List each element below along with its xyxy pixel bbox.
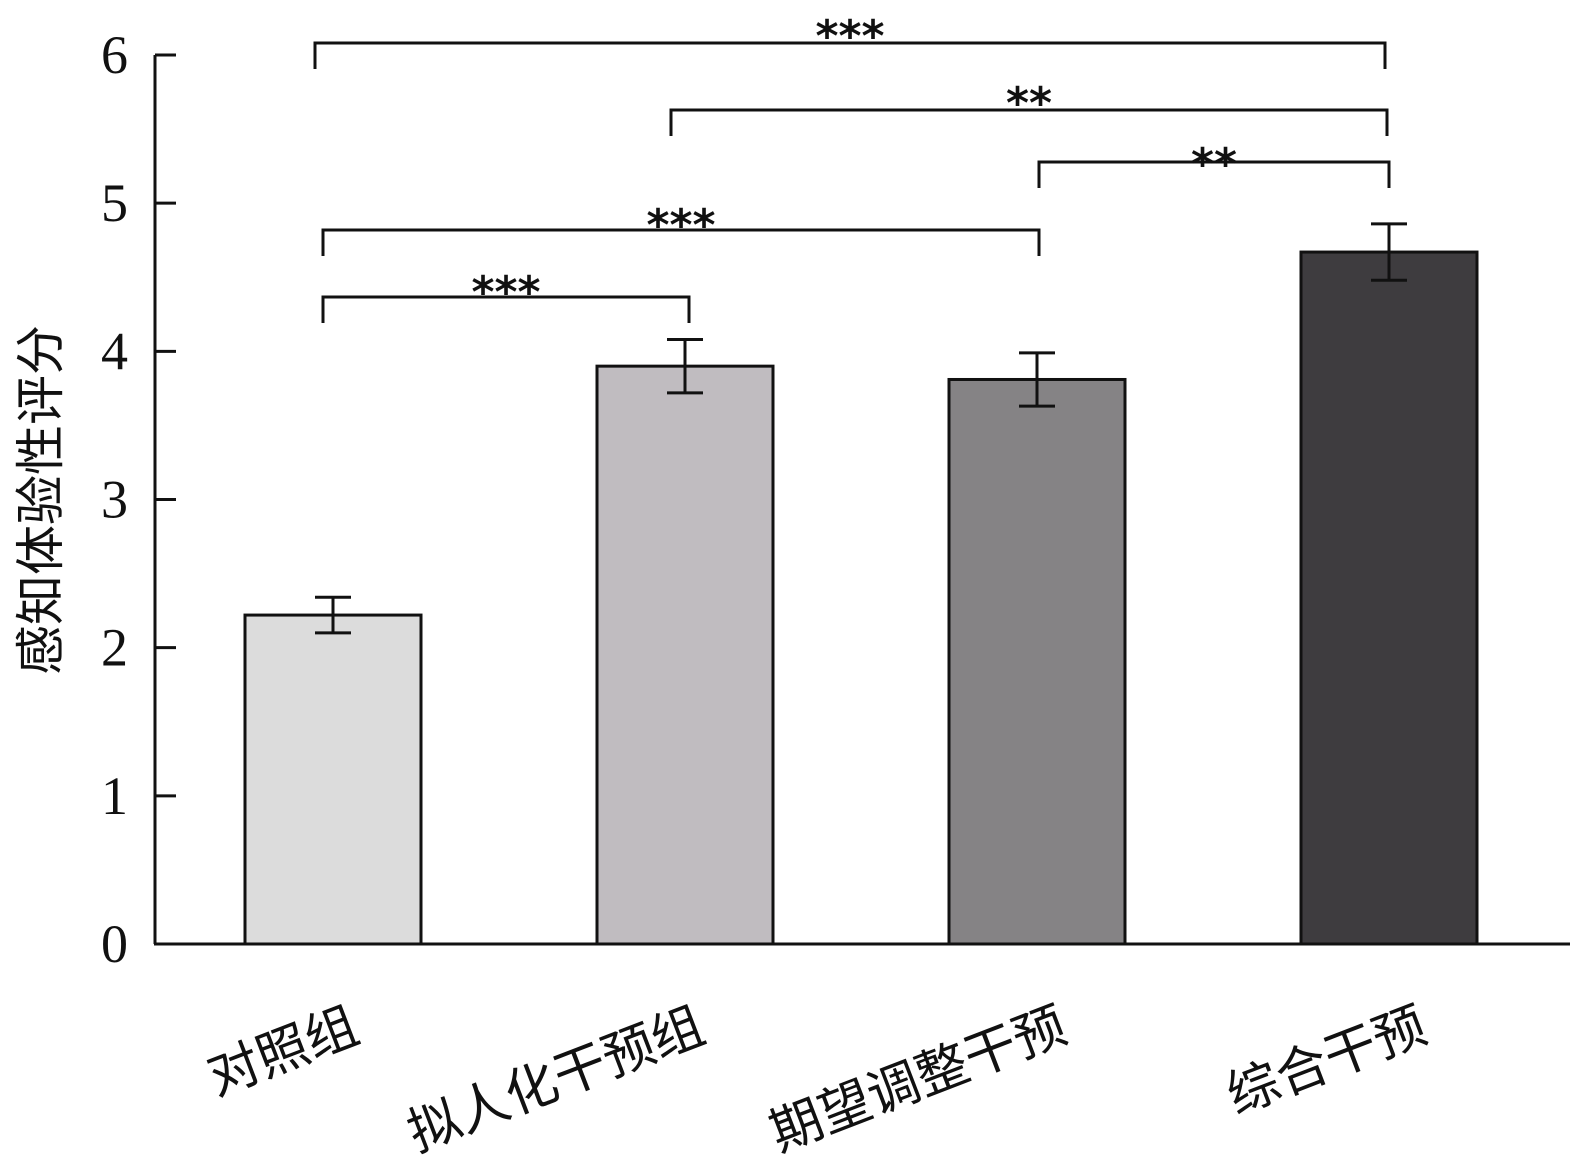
error-bar-1: [315, 595, 351, 635]
bars-layer: [243, 250, 1479, 946]
significance-bracket-line: [321, 295, 691, 323]
significance-label: ***: [471, 267, 540, 318]
y-ticks-layer: 0 1 2 3 4 5 6: [101, 25, 176, 974]
x-category-label: 综合干预: [1219, 996, 1435, 1127]
significance-label: **: [1006, 78, 1052, 129]
bar-3: [947, 377, 1127, 946]
significance-label: ***: [646, 200, 715, 251]
y-tick-label: 0: [101, 914, 128, 974]
error-bar-3: [1019, 351, 1055, 408]
error-bar-2: [667, 337, 703, 395]
significance-bracket-5: ***: [313, 11, 1387, 69]
y-tick-label: 1: [101, 766, 128, 826]
significance-bracket-line: [669, 108, 1389, 136]
y-tick-label: 3: [101, 470, 128, 530]
significance-label: **: [1191, 139, 1237, 190]
y-axis-label: 感知体验性评分: [12, 325, 70, 675]
significance-bracket-3: **: [1037, 139, 1391, 190]
x-category-label: 对照组: [200, 996, 367, 1108]
significance-label: ***: [815, 11, 884, 62]
significance-layer: *************: [313, 11, 1391, 323]
x-category-label: 期望调整干预: [762, 996, 1075, 1164]
y-tick-label: 5: [101, 173, 128, 233]
significance-bracket-line: [1037, 160, 1391, 188]
significance-bracket-line: [313, 41, 1387, 69]
bar-1: [243, 613, 423, 946]
significance-bracket-1: ***: [321, 267, 691, 323]
y-tick-label: 6: [101, 25, 128, 85]
error-bars-layer: [315, 222, 1407, 635]
significance-bracket-4: **: [669, 78, 1389, 136]
bar-4: [1299, 250, 1479, 946]
y-tick-label: 2: [101, 618, 128, 678]
x-category-label: 拟人化干预组: [400, 996, 713, 1164]
bar-2: [595, 364, 775, 946]
y-tick-label: 4: [101, 321, 128, 381]
x-labels-layer: 对照组 拟人化干预组 期望调整干预 综合干预: [200, 996, 1435, 1164]
error-bar-4: [1371, 222, 1407, 282]
significance-bracket-line: [321, 228, 1041, 256]
significance-bracket-2: ***: [321, 200, 1041, 256]
